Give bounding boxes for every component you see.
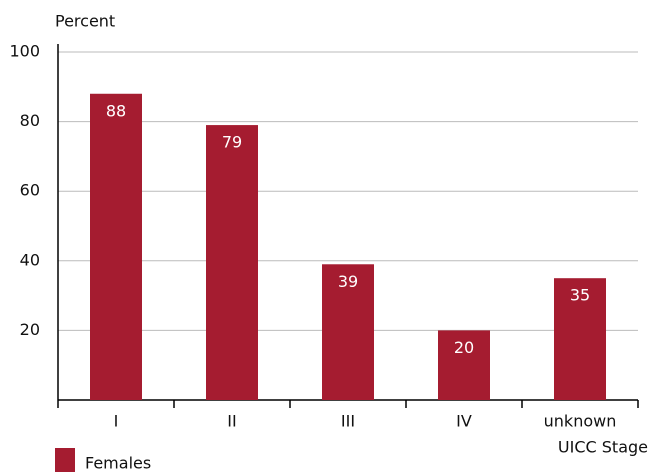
data-label: 35 <box>570 286 590 305</box>
x-tick-label: I <box>114 412 119 431</box>
y-tick-label: 20 <box>20 320 40 339</box>
bar <box>322 264 374 400</box>
x-tick-label: IV <box>456 412 472 431</box>
bar <box>438 330 490 400</box>
y-axis-label: Percent <box>55 12 115 31</box>
x-axis-label: UICC Stage <box>558 438 648 457</box>
y-tick-label: 40 <box>20 250 40 269</box>
y-tick-label: 60 <box>20 181 40 200</box>
y-tick-label: 80 <box>20 111 40 130</box>
y-tick-label: 100 <box>9 42 40 61</box>
data-label: 79 <box>222 133 242 152</box>
x-tick-label: II <box>227 412 236 431</box>
bar <box>90 93 142 400</box>
data-label: 39 <box>338 272 358 291</box>
bar <box>206 125 258 400</box>
x-tick-label: unknown <box>544 412 617 431</box>
x-tick-label: III <box>341 412 355 431</box>
legend-swatch <box>55 448 75 472</box>
bar <box>554 278 606 400</box>
data-label: 88 <box>106 101 126 120</box>
data-label: 20 <box>454 338 474 357</box>
legend-label: Females <box>85 454 151 473</box>
